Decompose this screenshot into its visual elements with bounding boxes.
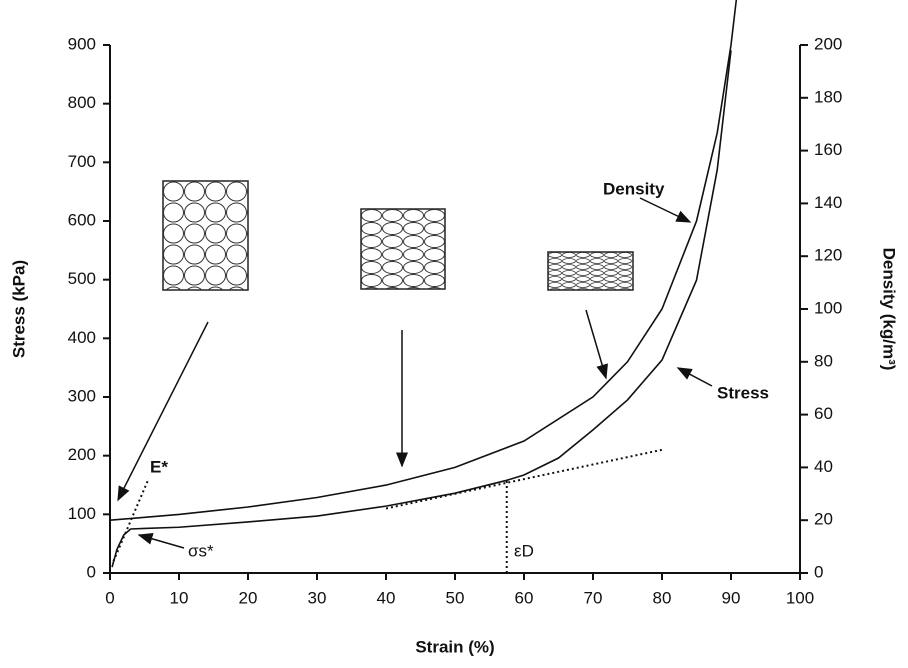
y2-tick-label: 80 — [814, 351, 833, 370]
arrow — [117, 321, 209, 502]
y-tick-label: 800 — [68, 93, 96, 112]
annotation: σs* — [188, 541, 214, 560]
y-tick-label: 200 — [68, 445, 96, 464]
x-tick-label: 40 — [377, 588, 396, 607]
cell-pattern — [548, 252, 633, 290]
y-tick-label: 300 — [68, 386, 96, 405]
x-tick-label: 90 — [722, 588, 741, 607]
x-tick-label: 100 — [786, 588, 814, 607]
y2-tick-label: 0 — [814, 562, 823, 581]
y2-tick-label: 100 — [814, 298, 842, 317]
y-tick-label: 600 — [68, 210, 96, 229]
data-line — [111, 50, 732, 568]
x-tick-label: 80 — [653, 588, 672, 607]
x-tick-label: 20 — [239, 588, 258, 607]
y2-tick-label: 60 — [814, 404, 833, 423]
y2-tick-label: 140 — [814, 193, 842, 212]
x-tick-label: 0 — [105, 588, 114, 607]
annotation: Stress — [717, 383, 769, 402]
arrow — [639, 197, 692, 223]
y2-tick-label: 40 — [814, 457, 833, 476]
y2-tick-label: 120 — [814, 246, 842, 265]
y-tick-label: 900 — [68, 34, 96, 53]
y-tick-label: 0 — [87, 562, 96, 581]
arrow — [676, 367, 713, 387]
x-tick-label: 10 — [170, 588, 189, 607]
cell-pattern — [163, 181, 248, 290]
y2-tick-label: 160 — [814, 140, 842, 159]
y-tick-label: 100 — [68, 504, 96, 523]
y2-axis-title: Density (kg/m³) — [880, 248, 899, 371]
x-tick-label: 60 — [515, 588, 534, 607]
insets — [162, 180, 634, 291]
y2-tick-label: 200 — [814, 34, 842, 53]
y2-tick-label: 20 — [814, 510, 833, 529]
y-axis-title: Stress (kPa) — [9, 260, 28, 358]
data-line — [109, 0, 738, 521]
x-tick-label: 70 — [584, 588, 603, 607]
arrow — [585, 309, 608, 380]
reference-line — [112, 479, 149, 562]
y-tick-label: 700 — [68, 152, 96, 171]
y-tick-label: 400 — [68, 328, 96, 347]
annotation: E* — [150, 457, 168, 476]
arrow — [137, 532, 185, 549]
x-tick-label: 50 — [446, 588, 465, 607]
arrows — [117, 197, 713, 549]
annotation: Density — [603, 179, 665, 198]
x-axis-title: Strain (%) — [415, 637, 494, 656]
annotation: εD — [514, 541, 534, 560]
y2-tick-label: 180 — [814, 87, 842, 106]
x-tick-label: 30 — [308, 588, 327, 607]
cell-pattern — [361, 209, 445, 289]
reference-line — [385, 448, 663, 510]
y-tick-label: 500 — [68, 269, 96, 288]
